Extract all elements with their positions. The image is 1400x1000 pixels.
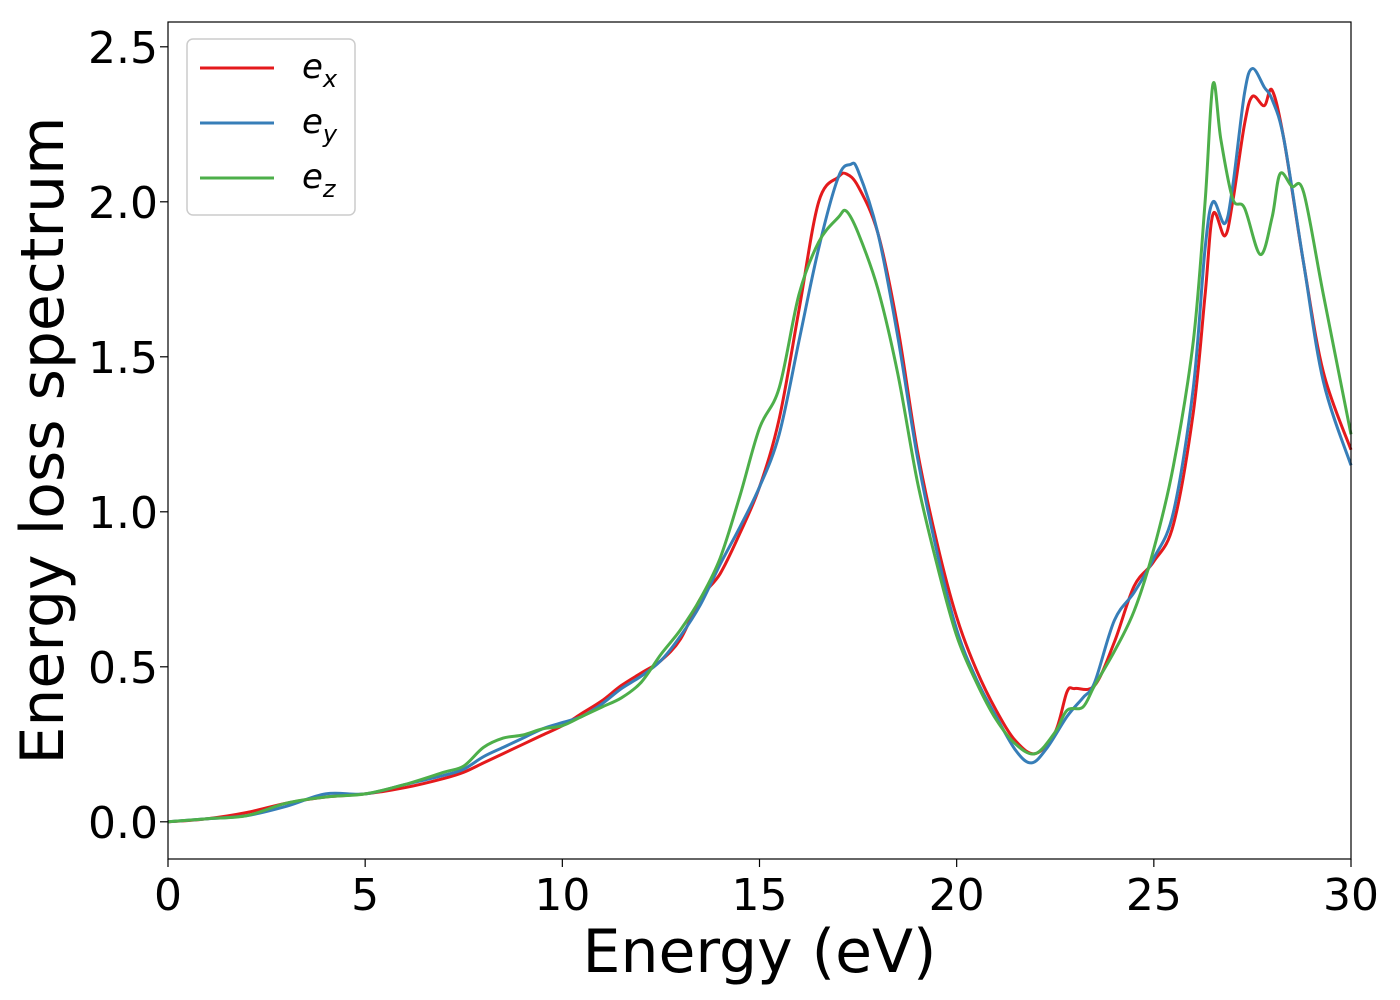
y-axis-label: Energy loss spectrum	[8, 116, 78, 764]
x-tick-label: 30	[1323, 870, 1379, 921]
x-axis-ticks: 0 5 10 15 20 25 30	[154, 859, 1379, 921]
y-tick-label: 0.5	[88, 643, 158, 694]
legend-label-y: ey	[302, 102, 338, 148]
y-tick-label: 0.0	[88, 798, 158, 849]
y-tick-label: 1.5	[88, 333, 158, 384]
series-layer	[167, 67, 1353, 824]
x-tick-label: 0	[154, 870, 182, 921]
x-tick-label: 15	[732, 870, 788, 921]
x-axis-label: Energy (eV)	[583, 917, 937, 987]
legend-box	[186, 38, 356, 216]
x-tick-label: 10	[534, 870, 590, 921]
y-tick-label: 1.0	[88, 488, 158, 539]
plot-background	[168, 22, 1351, 859]
x-tick-label: 5	[351, 870, 379, 921]
x-tick-label: 20	[929, 870, 985, 921]
legend-label-x: ex	[302, 47, 338, 93]
y-tick-label: 2.0	[88, 178, 158, 229]
legend: ex ey ez	[186, 38, 356, 216]
y-axis-ticks: 0.0 0.5 1.0 1.5 2.0 2.5	[88, 23, 168, 849]
series-line-z	[167, 81, 1353, 824]
legend-label-z: ez	[302, 157, 337, 203]
y-tick-label: 2.5	[88, 23, 158, 74]
series-line-y	[167, 67, 1353, 824]
x-tick-label: 25	[1126, 870, 1182, 921]
